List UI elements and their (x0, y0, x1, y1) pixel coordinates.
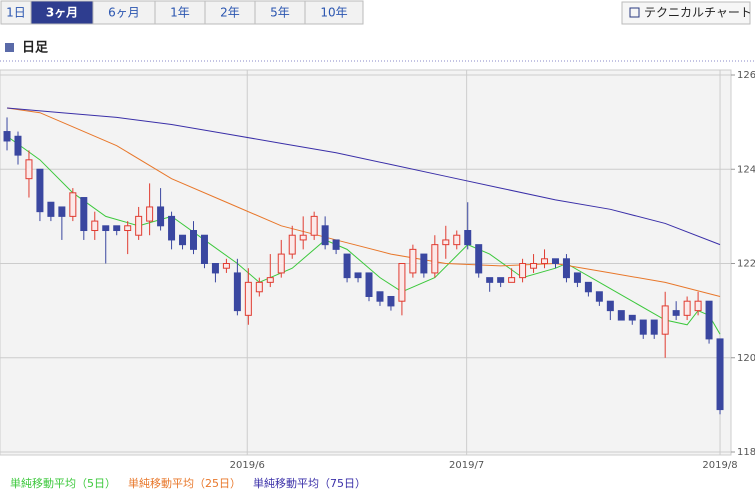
tab-label[interactable]: 3ヶ月 (46, 6, 78, 20)
candle-body (91, 220, 99, 232)
y-tick-label: 118 (737, 447, 755, 458)
candle-body (25, 159, 33, 180)
candle-body (80, 197, 88, 232)
candle-body (475, 244, 483, 274)
candle-body (113, 225, 121, 232)
candle-body (222, 263, 230, 269)
tab[interactable] (304, 0, 364, 25)
candle-body (233, 272, 241, 312)
candle-body (135, 215, 143, 236)
candle-body (595, 291, 603, 302)
candle-body (661, 305, 669, 335)
tab-label[interactable]: 1日 (6, 6, 26, 20)
candle-body (190, 230, 197, 250)
candle-body (168, 215, 176, 241)
candle-body (617, 310, 625, 321)
candle-body (409, 248, 417, 274)
candle-body (157, 206, 165, 227)
candle-body (606, 300, 614, 312)
candle-body (299, 234, 307, 241)
candle-body (310, 215, 318, 236)
candle-body (354, 272, 362, 279)
button-icon (629, 7, 640, 18)
legend-entry: 単純移動平均（5日） (10, 476, 116, 490)
candle-body (244, 281, 252, 316)
legend-entry: 単純移動平均（75日） (253, 476, 366, 490)
candle-body (266, 277, 274, 283)
candle-body (211, 263, 219, 274)
candle-body (124, 225, 132, 232)
candle-body (3, 131, 11, 142)
candle-body (716, 338, 724, 411)
candle-body (321, 225, 329, 246)
candle-body (36, 168, 44, 213)
candle-body (639, 319, 647, 335)
candle-body (179, 234, 187, 246)
technical-button[interactable] (621, 1, 751, 25)
candle-body (573, 272, 581, 283)
candle-body (584, 281, 592, 293)
candle-body (442, 239, 450, 246)
candle-body (551, 258, 559, 265)
tab-label[interactable]: 10年 (320, 6, 347, 20)
candle-body (453, 234, 461, 246)
candle-body (508, 277, 516, 283)
plot-area (0, 69, 732, 456)
tab-label[interactable]: 5年 (270, 6, 290, 20)
candle-body (255, 281, 263, 293)
candle-body (431, 244, 439, 274)
candle-body (200, 234, 208, 265)
legend-entry: 単純移動平均（25日） (128, 476, 241, 490)
candle-body (672, 310, 680, 316)
candle-body (519, 263, 527, 279)
candle-body (376, 291, 384, 302)
candle-body (58, 206, 66, 217)
tab-label[interactable]: 2年 (220, 6, 240, 20)
candle-body (497, 277, 505, 283)
candle-body (146, 206, 154, 222)
section-icon (5, 43, 14, 52)
candle-body (47, 201, 55, 217)
candle-body (69, 192, 77, 217)
y-tick-label: 124 (737, 164, 755, 175)
y-tick-label: 122 (737, 259, 755, 270)
candle-body (102, 225, 110, 232)
candle-body (464, 230, 472, 246)
x-tick-label: 2019/6 (230, 460, 265, 471)
candle-body (14, 135, 22, 156)
candle-body (650, 319, 658, 335)
candle-body (365, 272, 373, 297)
candle-body (486, 277, 494, 283)
moving-average-line (6, 107, 721, 246)
candle-body (530, 263, 538, 269)
candle-body (694, 300, 702, 312)
tab-label[interactable]: 6ヶ月 (108, 6, 140, 20)
candle-body (398, 263, 406, 302)
y-tick-label: 120 (737, 353, 755, 364)
y-tick-label: 126 (737, 70, 755, 81)
candle-body (562, 258, 570, 279)
x-tick-label: 2019/7 (449, 460, 484, 471)
candle-body (628, 314, 636, 321)
candle-body (288, 234, 296, 255)
candle-body (705, 300, 713, 340)
candle-body (420, 253, 428, 274)
tab-label[interactable]: 1年 (170, 6, 190, 20)
candle-body (343, 253, 351, 279)
x-tick-label: 2019/8 (702, 460, 737, 471)
candle-body (541, 258, 549, 265)
candle-body (683, 300, 691, 316)
section-title: 日足 (22, 41, 49, 56)
candle-body (332, 239, 340, 250)
candle-body (387, 295, 395, 307)
candle-body (277, 253, 285, 274)
button-label[interactable]: テクニカルチャート (644, 6, 752, 20)
